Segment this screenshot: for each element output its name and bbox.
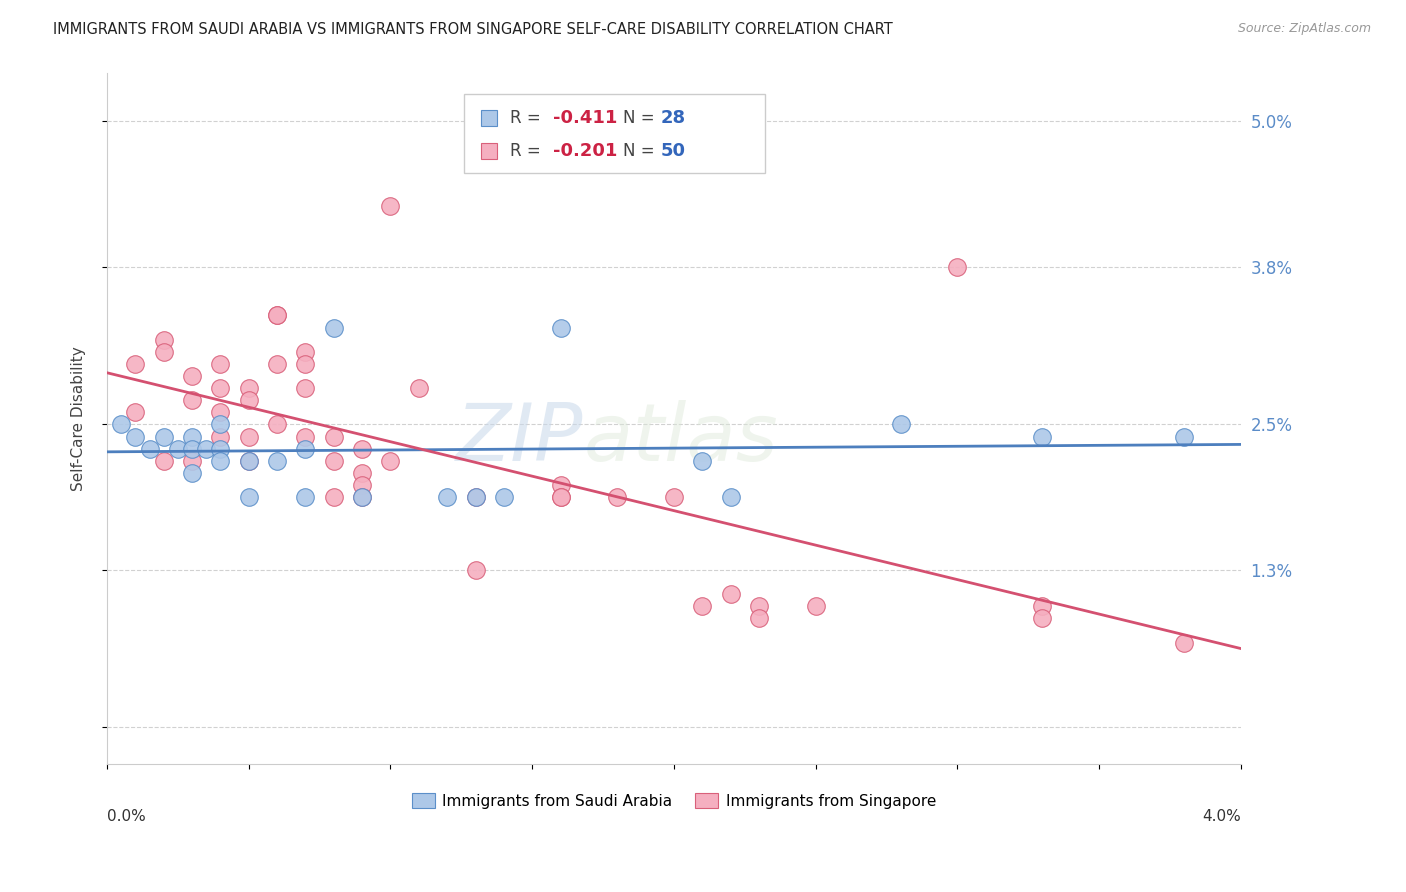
Point [238,454,260,468]
Point [550,490,572,504]
Point [195,442,218,456]
Point [181,466,204,480]
Point [1031,611,1053,625]
Point [946,260,969,274]
Point [352,442,374,456]
Point [124,357,146,371]
Point [464,563,486,577]
Point [110,417,132,432]
Text: R =: R = [509,109,546,127]
Point [124,429,146,443]
Point [181,393,204,408]
Text: IMMIGRANTS FROM SAUDI ARABIA VS IMMIGRANTS FROM SINGAPORE SELF-CARE DISABILITY C: IMMIGRANTS FROM SAUDI ARABIA VS IMMIGRAN… [53,22,893,37]
Text: 4.0%: 4.0% [1202,809,1240,823]
Point [550,478,572,492]
Point [167,442,190,456]
Point [1173,429,1195,443]
Point [720,490,742,504]
Point [690,599,713,614]
Point [492,490,515,504]
Text: ZIP: ZIP [456,401,583,478]
Point [464,490,486,504]
Text: N =: N = [623,109,659,127]
Point [238,429,260,443]
Point [294,357,316,371]
Point [181,369,204,384]
Point [352,466,374,480]
Point [138,442,160,456]
Point [804,599,827,614]
Text: R =: R = [509,142,546,160]
Point [181,442,204,456]
Point [550,490,572,504]
Point [1173,635,1195,649]
Point [238,381,260,395]
Point [322,454,344,468]
Text: 28: 28 [661,109,685,127]
Point [209,454,232,468]
Point [238,454,260,468]
Point [352,490,374,504]
Point [606,490,628,504]
Legend: Immigrants from Saudi Arabia, Immigrants from Singapore: Immigrants from Saudi Arabia, Immigrants… [405,787,942,815]
Point [322,490,344,504]
Point [294,381,316,395]
Point [266,309,288,323]
Point [436,490,458,504]
Point [464,490,486,504]
Text: atlas: atlas [583,401,778,478]
Point [181,429,204,443]
Point [266,454,288,468]
Point [1031,599,1053,614]
Point [890,417,912,432]
Point [352,490,374,504]
Point [152,429,174,443]
Y-axis label: Self-Care Disability: Self-Care Disability [72,346,86,491]
Point [209,429,232,443]
Point [266,309,288,323]
Point [380,454,402,468]
Point [352,478,374,492]
Point [266,357,288,371]
Point [720,587,742,601]
Point [690,454,713,468]
Text: N =: N = [623,142,659,160]
Point [266,417,288,432]
Point [294,429,316,443]
Point [238,393,260,408]
Point [209,417,232,432]
Point [380,199,402,213]
Point [152,333,174,347]
Point [322,429,344,443]
Point [322,320,344,334]
Point [181,454,204,468]
Point [662,490,685,504]
Point [294,344,316,359]
Text: -0.411: -0.411 [553,109,617,127]
Point [209,405,232,419]
Point [209,442,232,456]
Point [152,344,174,359]
Point [209,357,232,371]
Point [152,454,174,468]
Point [209,381,232,395]
Text: Source: ZipAtlas.com: Source: ZipAtlas.com [1237,22,1371,36]
Text: -0.201: -0.201 [553,142,617,160]
Point [294,442,316,456]
Text: 0.0%: 0.0% [107,809,146,823]
Point [1031,429,1053,443]
Point [748,611,770,625]
Point [238,490,260,504]
Point [748,599,770,614]
Text: 50: 50 [661,142,685,160]
FancyBboxPatch shape [464,94,765,173]
Point [294,490,316,504]
Point [124,405,146,419]
Point [408,381,430,395]
Point [550,320,572,334]
